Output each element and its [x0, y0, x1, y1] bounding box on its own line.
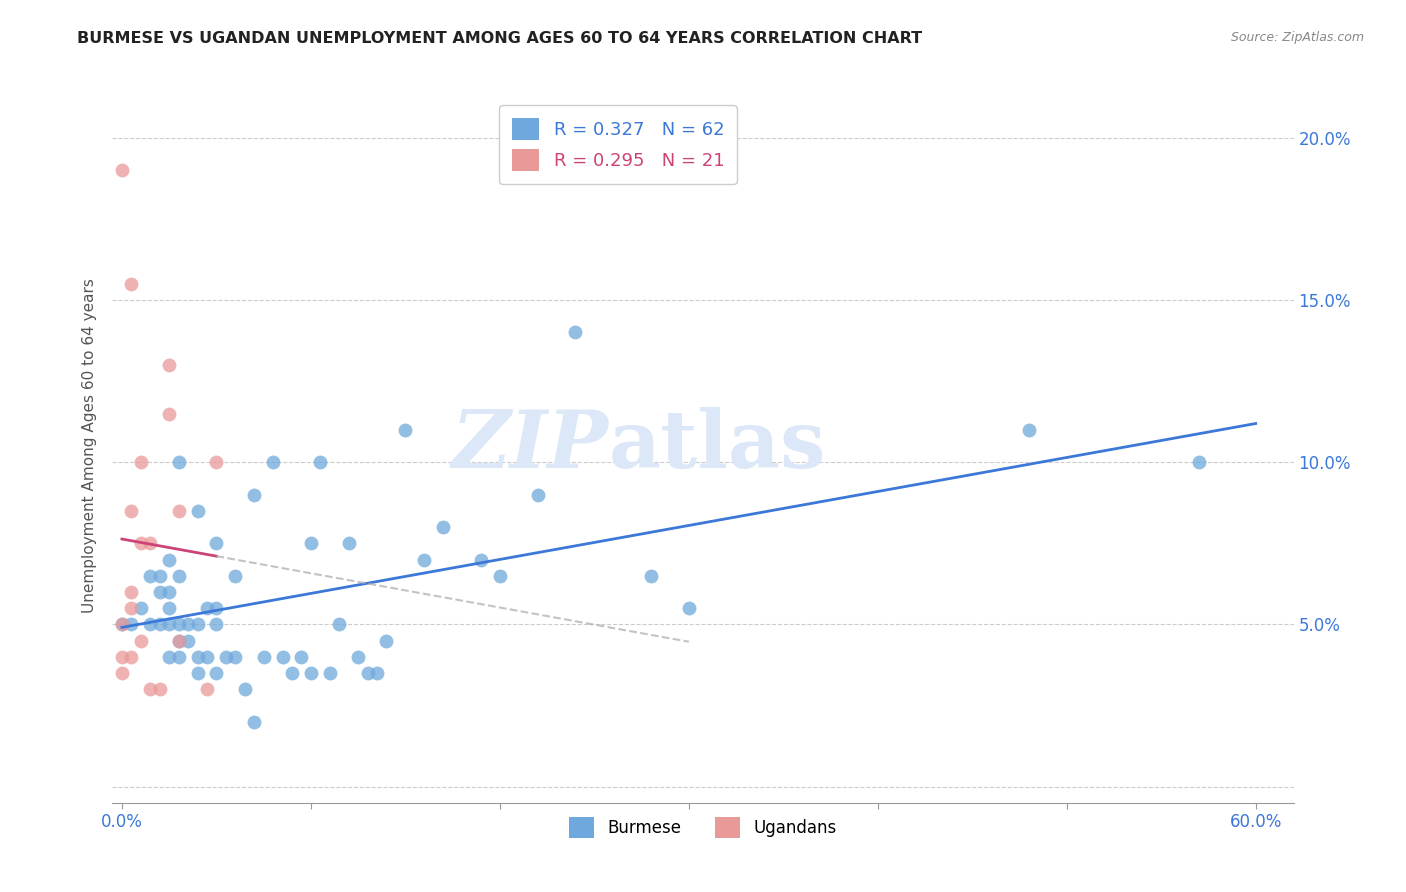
Point — [111, 163, 134, 178]
Point — [224, 649, 246, 664]
Point — [489, 568, 512, 582]
Point — [205, 617, 228, 632]
Point — [1018, 423, 1040, 437]
Point — [233, 682, 256, 697]
Point — [129, 633, 152, 648]
Point — [290, 649, 312, 664]
Point — [337, 536, 360, 550]
Point — [243, 488, 266, 502]
Point — [149, 568, 172, 582]
Point — [215, 649, 238, 664]
Point — [299, 536, 322, 550]
Point — [129, 601, 152, 615]
Point — [120, 585, 142, 599]
Point — [281, 666, 304, 681]
Point — [120, 277, 142, 291]
Point — [111, 617, 134, 632]
Point — [139, 682, 162, 697]
Point — [157, 585, 180, 599]
Point — [186, 617, 208, 632]
Point — [120, 649, 142, 664]
Point — [640, 568, 662, 582]
Point — [120, 504, 142, 518]
Point — [149, 682, 172, 697]
Point — [139, 617, 162, 632]
Point — [167, 455, 190, 469]
Point — [177, 633, 200, 648]
Point — [356, 666, 378, 681]
Point — [167, 633, 190, 648]
Point — [678, 601, 700, 615]
Point — [205, 536, 228, 550]
Point — [157, 649, 180, 664]
Point — [111, 649, 134, 664]
Point — [177, 617, 200, 632]
Point — [432, 520, 454, 534]
Point — [470, 552, 492, 566]
Point — [157, 617, 180, 632]
Text: BURMESE VS UGANDAN UNEMPLOYMENT AMONG AGES 60 TO 64 YEARS CORRELATION CHART: BURMESE VS UGANDAN UNEMPLOYMENT AMONG AG… — [77, 31, 922, 46]
Point — [167, 633, 190, 648]
Point — [120, 601, 142, 615]
Point — [149, 585, 172, 599]
Point — [262, 455, 284, 469]
Point — [299, 666, 322, 681]
Text: Source: ZipAtlas.com: Source: ZipAtlas.com — [1230, 31, 1364, 45]
Point — [564, 326, 586, 340]
Point — [111, 617, 134, 632]
Point — [186, 666, 208, 681]
Point — [319, 666, 342, 681]
Point — [205, 666, 228, 681]
Point — [271, 649, 294, 664]
Point — [328, 617, 350, 632]
Point — [195, 601, 218, 615]
Point — [347, 649, 370, 664]
Point — [167, 649, 190, 664]
Point — [243, 714, 266, 729]
Point — [195, 649, 218, 664]
Point — [139, 536, 162, 550]
Point — [413, 552, 436, 566]
Point — [167, 568, 190, 582]
Point — [186, 649, 208, 664]
Point — [157, 358, 180, 372]
Text: atlas: atlas — [609, 407, 825, 485]
Point — [129, 536, 152, 550]
Point — [375, 633, 398, 648]
Point — [157, 601, 180, 615]
Legend: Burmese, Ugandans: Burmese, Ugandans — [562, 811, 844, 845]
Point — [186, 504, 208, 518]
Point — [526, 488, 548, 502]
Point — [224, 568, 246, 582]
Point — [366, 666, 388, 681]
Point — [394, 423, 416, 437]
Point — [111, 666, 134, 681]
Point — [157, 407, 180, 421]
Point — [1188, 455, 1211, 469]
Point — [253, 649, 276, 664]
Text: ZIP: ZIP — [451, 408, 609, 484]
Point — [139, 568, 162, 582]
Point — [205, 601, 228, 615]
Point — [195, 682, 218, 697]
Point — [157, 552, 180, 566]
Point — [149, 617, 172, 632]
Y-axis label: Unemployment Among Ages 60 to 64 years: Unemployment Among Ages 60 to 64 years — [82, 278, 97, 614]
Point — [129, 455, 152, 469]
Point — [167, 617, 190, 632]
Point — [167, 504, 190, 518]
Point — [309, 455, 332, 469]
Point — [120, 617, 142, 632]
Point — [205, 455, 228, 469]
